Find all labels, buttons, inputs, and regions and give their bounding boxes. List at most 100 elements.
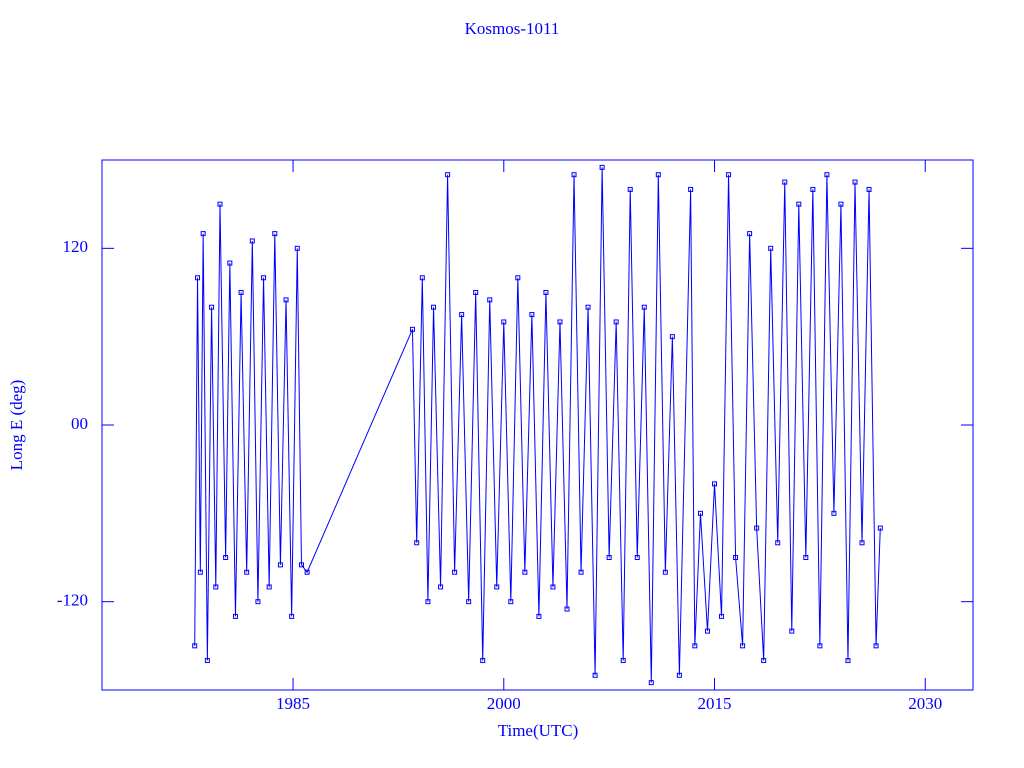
data-point <box>831 510 837 516</box>
data-point <box>529 312 535 318</box>
data-point <box>217 201 223 207</box>
data-point <box>747 231 753 237</box>
data-point <box>487 297 493 303</box>
data-point <box>655 172 661 178</box>
data-point <box>669 334 675 340</box>
y-tick-label: 120 <box>63 237 89 256</box>
data-point <box>480 658 486 664</box>
data-point <box>852 179 858 185</box>
data-point <box>719 613 725 619</box>
x-tick-label: 2030 <box>908 694 942 713</box>
data-point <box>283 297 289 303</box>
data-point <box>466 599 472 605</box>
data-point <box>197 569 203 575</box>
data-point <box>213 584 219 590</box>
data-point <box>294 245 300 251</box>
data-point <box>209 304 215 310</box>
data-point <box>298 562 304 568</box>
x-axis-label: Time(UTC) <box>498 721 579 740</box>
data-point <box>620 658 626 664</box>
data-point <box>227 260 233 266</box>
data-point <box>692 643 698 649</box>
data-point <box>803 555 809 560</box>
data-point <box>782 179 788 185</box>
data-point <box>613 319 619 325</box>
data-point <box>571 172 577 178</box>
data-point <box>845 658 851 664</box>
y-tick-label: 00 <box>71 414 88 433</box>
data-point <box>266 584 272 590</box>
data-point <box>564 606 570 612</box>
data-point <box>238 290 244 295</box>
data-point <box>232 613 238 619</box>
data-point <box>824 172 830 178</box>
data-point <box>494 584 500 590</box>
data-point <box>817 643 823 649</box>
data-point <box>789 628 795 634</box>
data-point <box>515 275 521 281</box>
data-point <box>761 658 767 664</box>
data-point <box>557 319 563 325</box>
data-point <box>740 643 746 649</box>
data-point <box>606 555 612 560</box>
data-point <box>768 245 774 251</box>
data-point <box>697 510 703 516</box>
data-point <box>272 231 278 237</box>
data-point <box>249 238 255 244</box>
y-tick-label: -120 <box>57 591 88 610</box>
data-point <box>810 186 816 192</box>
data-point <box>859 540 865 546</box>
data-point <box>425 599 431 605</box>
data-point <box>223 555 229 560</box>
data-point <box>726 172 732 178</box>
data-point <box>419 275 425 281</box>
data-point <box>304 569 310 575</box>
data-point <box>592 672 598 678</box>
data-point <box>200 231 206 237</box>
y-axis-label: Long E (deg) <box>7 380 26 471</box>
data-point <box>704 628 710 634</box>
data-point <box>543 290 549 295</box>
data-point <box>733 555 739 560</box>
data-point <box>634 555 640 560</box>
data-point <box>599 164 605 170</box>
data-point <box>648 680 654 686</box>
data-point <box>277 562 283 568</box>
data-point <box>627 186 633 192</box>
x-tick-label: 2000 <box>487 694 521 713</box>
chart-title: Kosmos-1011 <box>465 19 560 38</box>
data-point <box>409 326 415 332</box>
data-point <box>438 584 444 590</box>
data-point <box>662 569 668 575</box>
data-point <box>550 584 556 590</box>
data-point <box>261 275 267 281</box>
data-point <box>676 672 682 678</box>
data-point <box>255 599 261 605</box>
data-point <box>195 275 201 281</box>
data-line <box>194 167 881 683</box>
data-point <box>473 290 479 295</box>
data-point <box>452 569 458 575</box>
data-point <box>641 304 647 310</box>
data-point <box>459 312 465 318</box>
data-point <box>712 481 718 487</box>
data-point <box>289 613 295 619</box>
x-tick-label: 1985 <box>276 694 310 713</box>
data-point <box>877 525 883 531</box>
data-point <box>873 643 879 649</box>
data-point <box>585 304 591 310</box>
data-point <box>536 613 542 619</box>
data-point <box>414 540 420 546</box>
data-point <box>192 643 198 649</box>
data-point <box>754 525 760 531</box>
data-point <box>522 569 528 575</box>
data-point <box>244 569 250 575</box>
data-point <box>796 201 802 207</box>
data-point <box>431 304 437 310</box>
data-point <box>866 186 872 192</box>
data-point <box>508 599 514 605</box>
data-point <box>578 569 584 575</box>
data-point <box>204 658 210 664</box>
data-point <box>688 186 694 192</box>
